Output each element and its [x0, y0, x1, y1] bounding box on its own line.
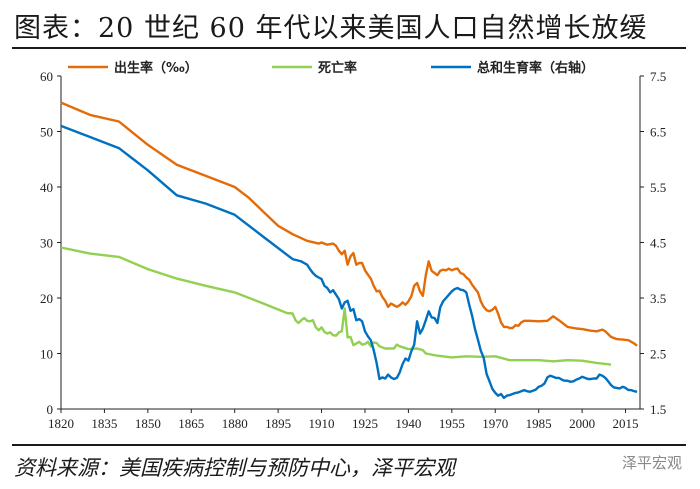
- y-left-tick-label: 40: [40, 180, 53, 195]
- y-left-tick-label: 20: [40, 291, 53, 306]
- x-tick-label: 1880: [222, 416, 248, 431]
- y-left-tick-label: 50: [40, 125, 53, 140]
- y-left-tick-label: 60: [40, 69, 53, 84]
- legend-label: 总和生育率（右轴）: [477, 60, 594, 76]
- x-tick-label: 1910: [309, 416, 335, 431]
- y-right-tick-label: 3.5: [650, 291, 666, 306]
- legend-label: 死亡率: [318, 60, 357, 76]
- y-right-tick-label: 5.5: [650, 180, 666, 195]
- death-rate-line: [60, 246, 612, 366]
- x-tick-label: 1835: [91, 416, 117, 431]
- legend-label: 出生率（‰）: [114, 60, 198, 76]
- fertility-rate-line: [60, 124, 638, 400]
- source-note: 资料来源：美国疾病控制与预防中心，泽平宏观: [14, 456, 455, 480]
- y-left-tick-label: 0: [47, 402, 54, 417]
- x-tick-label: 1970: [482, 416, 508, 431]
- watermark: 泽平宏观: [621, 454, 682, 472]
- y-right-tick-label: 6.5: [650, 125, 666, 140]
- x-tick-label: 1850: [135, 416, 161, 431]
- x-tick-label: 1955: [439, 416, 465, 431]
- chart-title: 图表：20 世纪 60 年代以来美国人口自然增长放缓: [14, 13, 648, 44]
- source-rule: [12, 444, 686, 446]
- y-right-tick-label: 4.5: [650, 236, 666, 251]
- y-left-tick-label: 30: [40, 236, 53, 251]
- y-right-tick-label: 2.5: [650, 347, 666, 362]
- x-tick-label: 1895: [265, 416, 291, 431]
- y-left-tick-label: 10: [40, 347, 53, 362]
- x-tick-label: 2015: [613, 416, 639, 431]
- title-rule: [12, 47, 686, 49]
- x-tick-label: 1925: [352, 416, 378, 431]
- x-tick-label: 1820: [48, 416, 74, 431]
- y-right-tick-label: 7.5: [650, 69, 666, 84]
- birth-rate-line: [60, 101, 638, 347]
- x-tick-label: 1865: [178, 416, 204, 431]
- y-right-tick-label: 1.5: [650, 402, 666, 417]
- x-tick-label: 1940: [395, 416, 421, 431]
- x-tick-label: 2000: [569, 416, 595, 431]
- x-tick-label: 1985: [526, 416, 552, 431]
